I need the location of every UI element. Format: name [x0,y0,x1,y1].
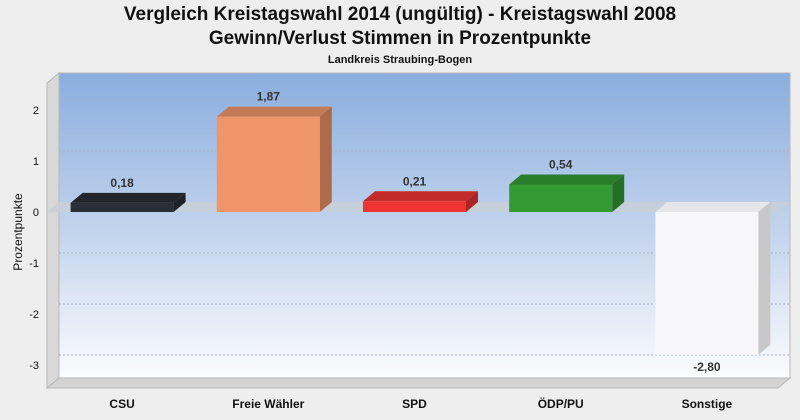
y-tick-label: -3 [29,360,39,372]
bar-5 [655,202,771,355]
x-tick-label: ÖDP/PU [538,396,584,411]
y-axis-ticks: 2 1 0 -1 -2 -3 [29,105,39,372]
chart-subtitle: Gewinn/Verlust Stimmen in Prozentpunkte [208,28,592,49]
data-label: 1,87 [257,90,281,104]
labels: 0,18 CSU 1,87 Freie Wähler 0,21 SPD 0,54 ÖDP/PU… [109,90,732,411]
y-tick-label: 1 [33,156,39,168]
plot-side-wall [46,71,60,390]
bar-front [70,202,174,212]
bar-top [655,202,771,212]
bar-4 [509,174,625,212]
bar-top [70,192,186,203]
y-tick-label: -2 [29,309,39,321]
bars [70,106,771,355]
y-axis-label: Prozentpunkte [11,193,25,271]
bar-1 [70,192,186,212]
bar-front [509,184,613,212]
plot-floor [45,377,792,389]
bar-side [319,106,332,212]
bar-top [216,106,332,117]
x-tick-label: SPD [402,397,427,411]
bar-front [363,201,466,212]
x-tick-label: Freie Wähler [232,397,304,411]
y-tick-label: -1 [29,258,39,270]
bar-side [173,192,186,212]
x-tick-label: CSU [109,397,134,411]
bar-side [612,174,625,212]
bar-top [363,191,478,202]
data-label: -2,80 [693,360,721,374]
y-tick-label: 2 [33,105,39,117]
data-label: 0,54 [549,157,573,171]
data-label: 0,18 [110,176,134,190]
y-tick-label: 0 [33,207,39,219]
bar-front [216,116,320,212]
x-tick-label: Sonstige [682,397,733,411]
bar-front [655,212,759,355]
bar-top [509,174,625,185]
chart-title: Vergleich Kreistagswahl 2014 (ungültig) … [123,4,677,25]
bar-side [466,191,478,212]
data-label: 0,21 [403,174,427,188]
bar-2 [216,106,332,212]
bar-side [758,202,771,355]
chart-note: Landkreis Straubing-Bogen [327,54,473,66]
bar-3 [363,191,478,212]
